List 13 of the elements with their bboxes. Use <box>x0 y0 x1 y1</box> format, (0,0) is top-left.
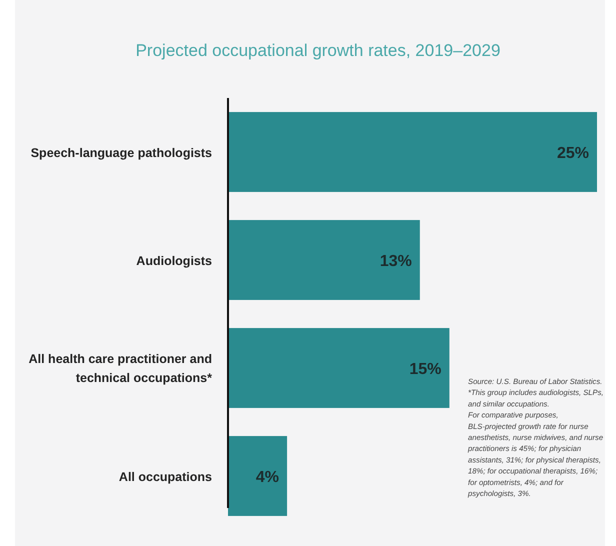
y-tick-label: All health care practitioner and technical occupations* <box>28 352 212 385</box>
y-tick-label: Audiologists <box>136 254 212 268</box>
bar <box>228 112 597 192</box>
bar <box>228 436 288 516</box>
y-tick-label: All occupations <box>118 470 212 484</box>
data-label: 25% <box>556 145 589 162</box>
bar <box>228 220 420 300</box>
data-label: 4% <box>256 469 280 486</box>
bar <box>228 328 450 408</box>
chart-title: Projected occupational growth rates, 2019–2029 <box>136 41 500 60</box>
y-tick-label: Speech-language pathologists <box>30 146 212 160</box>
data-label: 13% <box>380 253 412 270</box>
data-label: 15% <box>409 361 442 378</box>
